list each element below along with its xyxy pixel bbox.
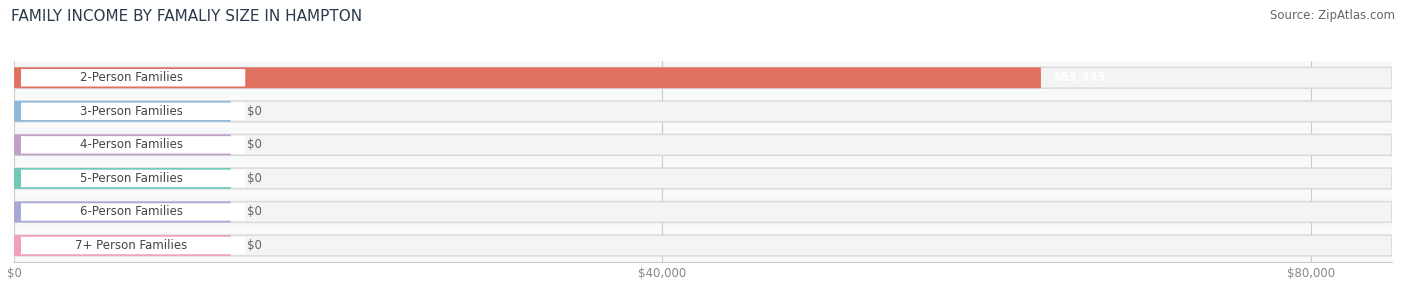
Bar (14, 195, 1392, 229)
Bar (14, 61, 1392, 95)
FancyBboxPatch shape (21, 136, 245, 154)
Text: 7+ Person Families: 7+ Person Families (75, 239, 187, 252)
FancyBboxPatch shape (14, 135, 1392, 155)
FancyBboxPatch shape (14, 235, 1392, 256)
Text: 3-Person Families: 3-Person Families (80, 105, 183, 118)
Text: $0: $0 (247, 172, 262, 185)
Text: $0: $0 (247, 239, 262, 252)
Text: $63,345: $63,345 (1052, 71, 1105, 84)
Bar (14, 128, 1392, 162)
Bar (14, 95, 1392, 128)
Text: Source: ZipAtlas.com: Source: ZipAtlas.com (1270, 9, 1395, 22)
FancyBboxPatch shape (21, 203, 245, 221)
Bar (14, 229, 1392, 262)
Text: $0: $0 (247, 138, 262, 151)
Text: 6-Person Families: 6-Person Families (80, 206, 183, 218)
FancyBboxPatch shape (14, 135, 231, 155)
FancyBboxPatch shape (21, 102, 245, 120)
FancyBboxPatch shape (21, 170, 245, 187)
FancyBboxPatch shape (14, 101, 231, 122)
Text: $0: $0 (247, 206, 262, 218)
FancyBboxPatch shape (14, 168, 231, 189)
FancyBboxPatch shape (21, 69, 245, 87)
FancyBboxPatch shape (14, 101, 1392, 122)
Text: $0: $0 (247, 105, 262, 118)
Text: FAMILY INCOME BY FAMALIY SIZE IN HAMPTON: FAMILY INCOME BY FAMALIY SIZE IN HAMPTON (11, 9, 363, 24)
FancyBboxPatch shape (14, 202, 231, 222)
FancyBboxPatch shape (14, 67, 1392, 88)
FancyBboxPatch shape (14, 202, 1392, 222)
Text: 5-Person Families: 5-Person Families (80, 172, 183, 185)
FancyBboxPatch shape (14, 235, 231, 256)
FancyBboxPatch shape (21, 237, 245, 254)
Bar (14, 162, 1392, 195)
FancyBboxPatch shape (14, 168, 1392, 189)
Text: 4-Person Families: 4-Person Families (80, 138, 183, 151)
Text: 2-Person Families: 2-Person Families (80, 71, 183, 84)
FancyBboxPatch shape (14, 67, 1040, 88)
